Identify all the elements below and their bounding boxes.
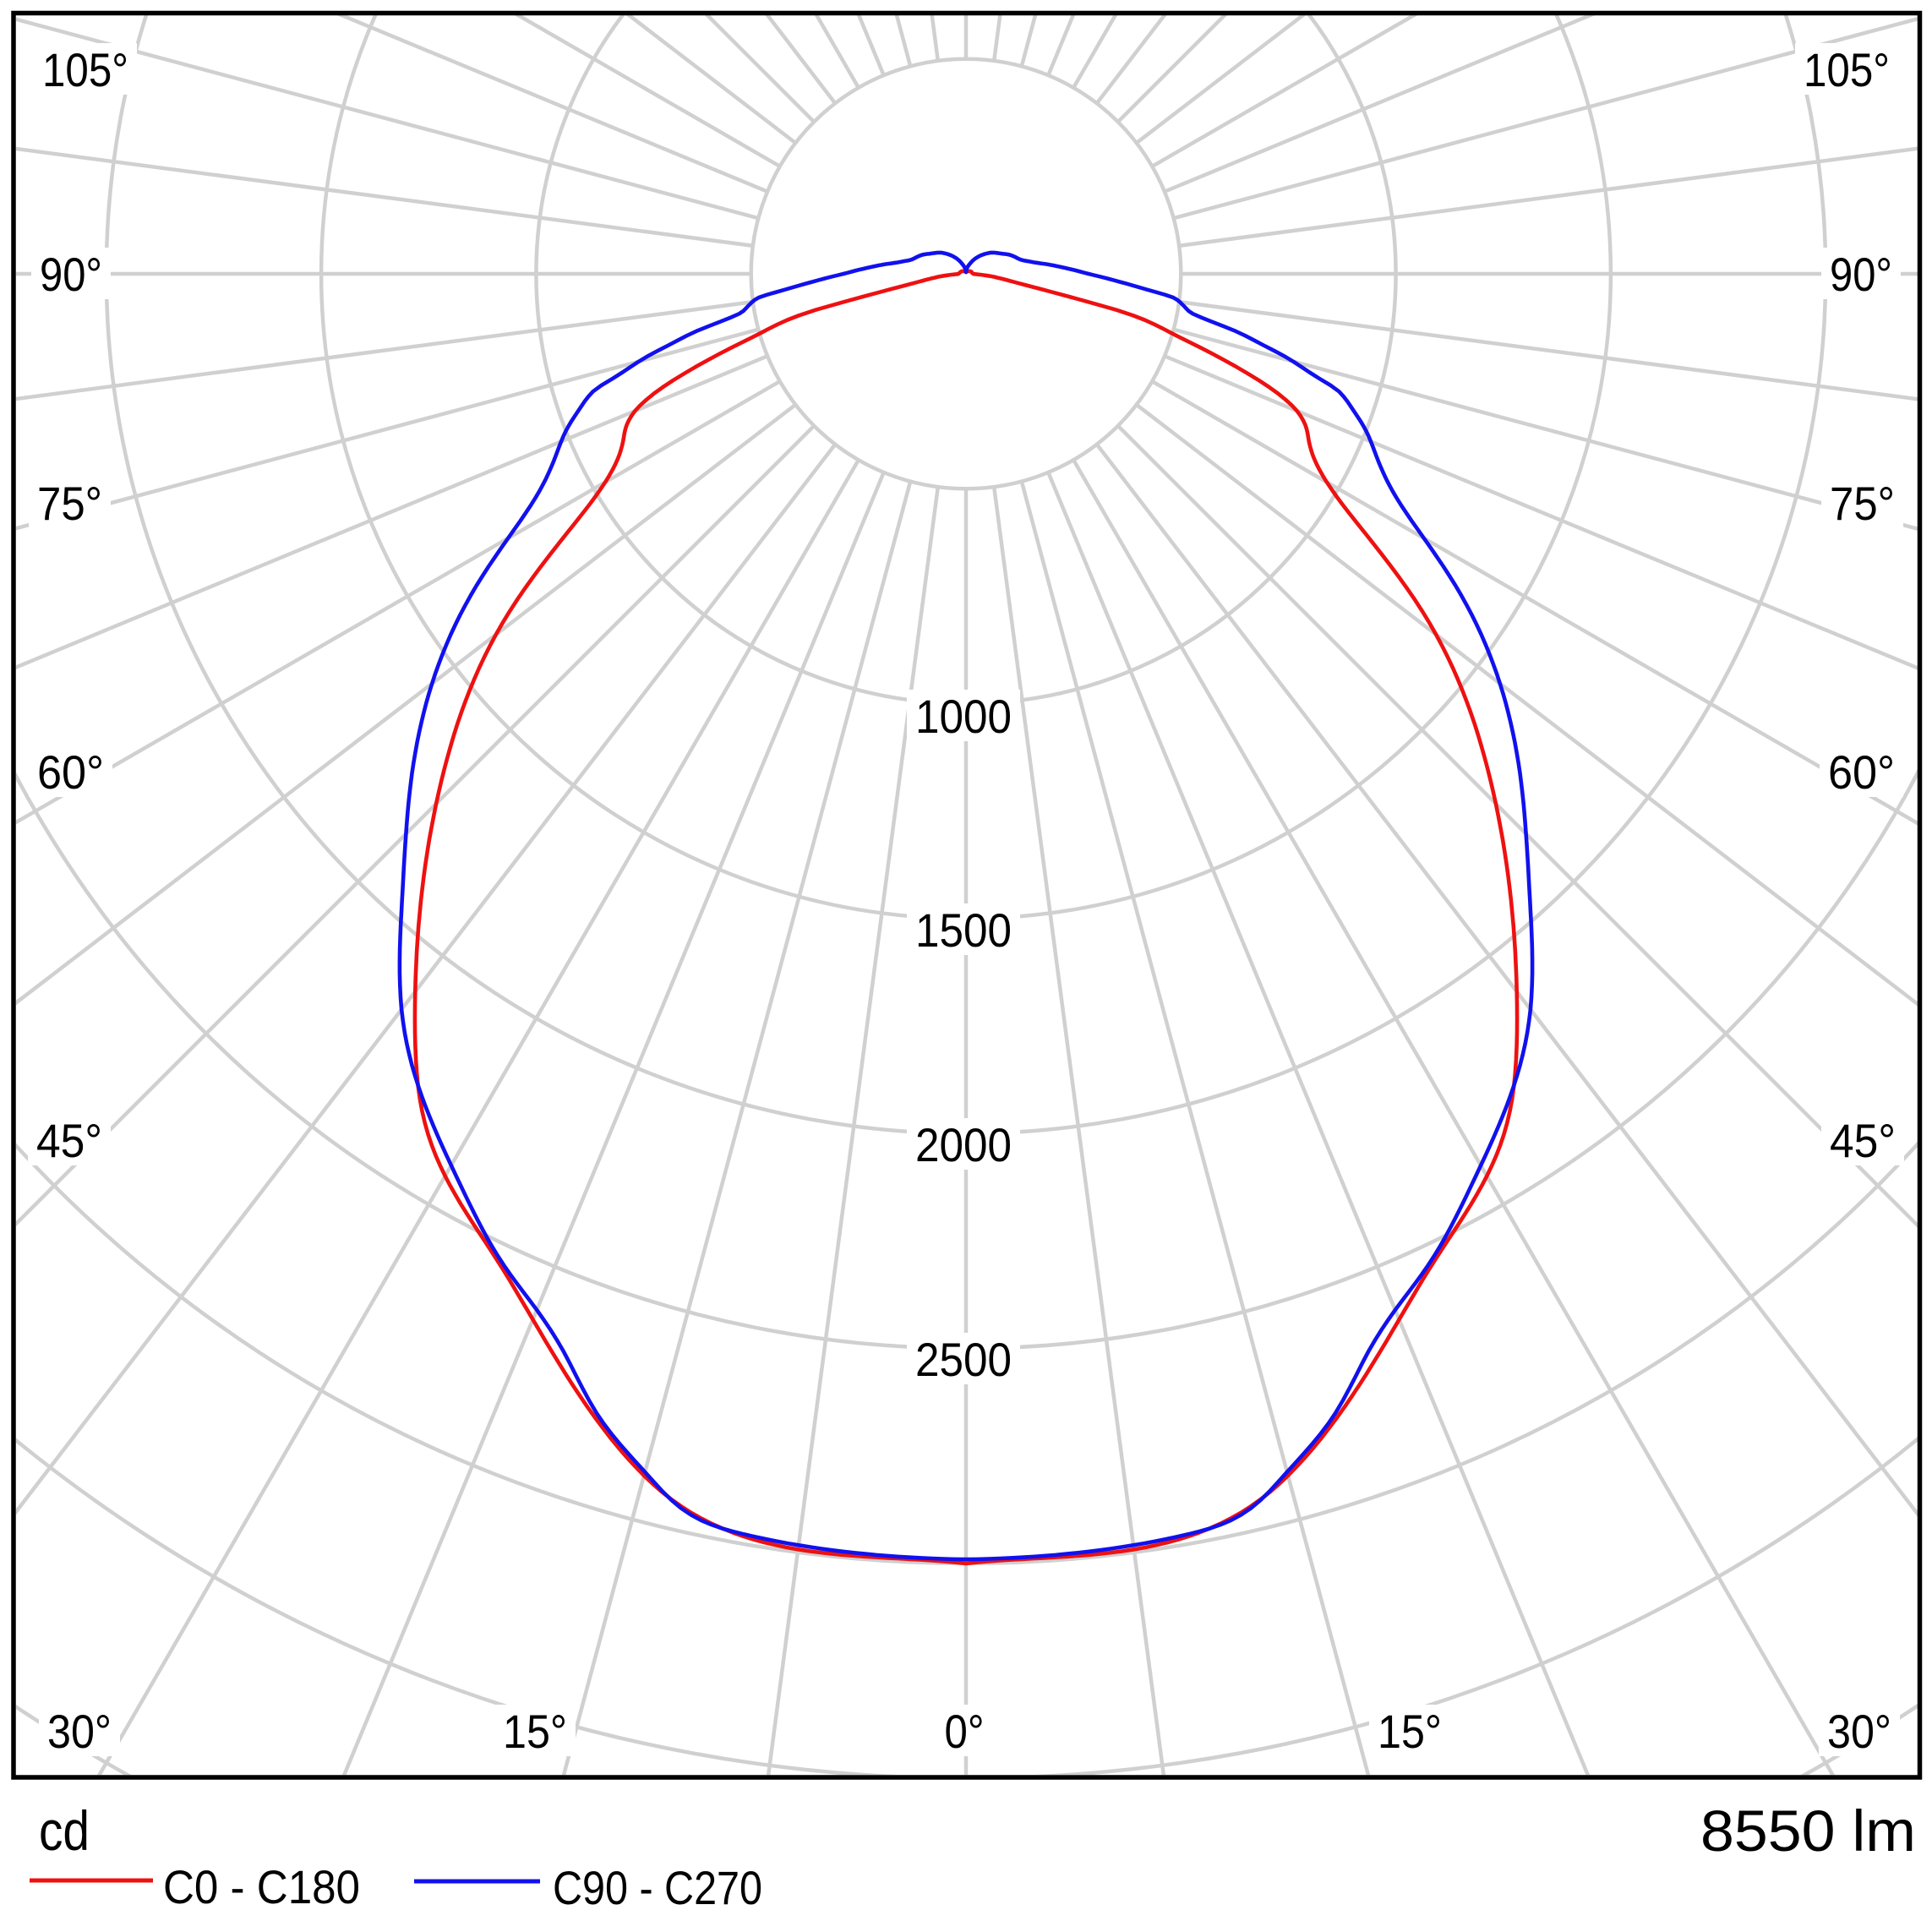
svg-text:15°: 15° [503, 1705, 567, 1758]
svg-text:75°: 75° [1830, 477, 1895, 530]
svg-text:60°: 60° [37, 745, 104, 799]
svg-text:2000: 2000 [915, 1118, 1012, 1171]
svg-text:75°: 75° [37, 477, 102, 530]
svg-text:30°: 30° [1827, 1705, 1891, 1758]
svg-text:15°: 15° [1378, 1705, 1442, 1758]
svg-text:90°: 90° [1830, 248, 1892, 301]
svg-text:C90 - C270: C90 - C270 [553, 1861, 762, 1914]
svg-text:cd: cd [39, 1799, 90, 1862]
svg-text:60°: 60° [1828, 745, 1895, 799]
svg-text:2500: 2500 [915, 1333, 1012, 1386]
svg-text:0°: 0° [945, 1705, 985, 1758]
svg-text:45°: 45° [36, 1114, 102, 1167]
svg-text:90°: 90° [40, 248, 102, 301]
svg-text:8550 lm: 8550 lm [1700, 1798, 1916, 1864]
svg-text:45°: 45° [1830, 1114, 1896, 1167]
svg-text:105°: 105° [42, 43, 128, 96]
svg-text:C0 - C180: C0 - C180 [163, 1860, 360, 1913]
svg-text:1500: 1500 [915, 903, 1012, 957]
svg-text:1000: 1000 [915, 690, 1012, 743]
svg-text:30°: 30° [47, 1705, 112, 1758]
svg-text:105°: 105° [1804, 43, 1890, 96]
